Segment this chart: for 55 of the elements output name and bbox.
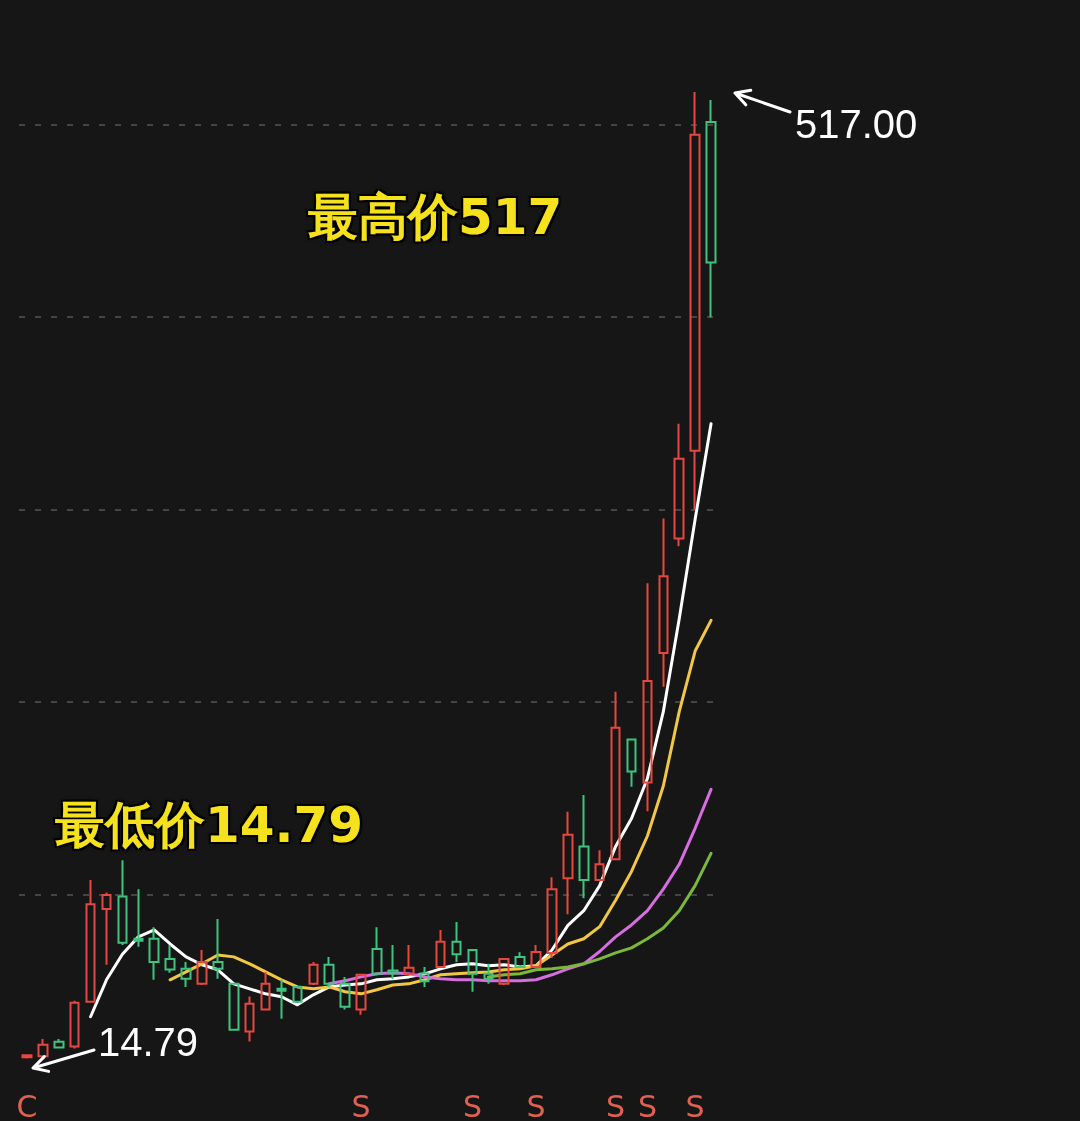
candlestick — [562, 810, 574, 916]
candlestick — [292, 985, 303, 1004]
x-tick-label: S — [462, 1088, 482, 1121]
candlestick — [658, 517, 669, 688]
candlestick — [387, 943, 399, 980]
candlestick — [276, 978, 287, 1020]
candlestick — [85, 879, 96, 1004]
candlestick — [610, 690, 621, 861]
candlestick — [228, 982, 240, 1031]
candlestick — [578, 794, 590, 900]
candlestick — [212, 917, 224, 980]
candlestick — [498, 958, 510, 986]
candlestick — [164, 943, 176, 974]
candlestick — [403, 943, 415, 977]
x-tick-label: S — [685, 1088, 705, 1121]
annotation: 14.79 — [98, 1020, 199, 1064]
x-tick-label: S — [637, 1088, 657, 1121]
x-tick-label: C — [16, 1088, 38, 1121]
candlestick — [308, 960, 319, 986]
candlestick — [435, 928, 446, 969]
candlestick — [594, 849, 605, 883]
candlestick — [69, 999, 80, 1050]
x-tick-label: S — [351, 1088, 371, 1121]
candlestick — [546, 876, 558, 960]
candlestick — [53, 1037, 65, 1049]
candlestick — [419, 965, 430, 988]
candlestick — [37, 1037, 49, 1058]
candlestick — [260, 970, 271, 1012]
annotation: 最低价14.79 — [55, 796, 364, 854]
candlestick — [514, 951, 526, 969]
candlestick — [483, 962, 494, 985]
x-tick-label: S — [606, 1088, 626, 1121]
candlestick — [133, 888, 144, 948]
candlestick — [180, 960, 192, 988]
candlestick — [467, 948, 478, 993]
candlestick — [689, 90, 701, 511]
candlestick — [196, 948, 208, 986]
candlestick — [451, 921, 462, 963]
candlestick — [323, 955, 335, 988]
candlestick — [148, 926, 160, 981]
candlestick — [371, 926, 383, 977]
candlestick — [117, 859, 128, 946]
candlestick — [626, 738, 637, 788]
candlestick — [355, 973, 367, 1016]
candlestick — [21, 1053, 33, 1060]
candlestick — [339, 975, 351, 1011]
candlestick — [705, 98, 717, 319]
x-tick-label: S — [526, 1088, 546, 1121]
text: 517.00 — [795, 102, 918, 146]
candlestick — [101, 891, 112, 966]
candlestick — [530, 943, 542, 969]
annotation: 最高价517 — [308, 188, 563, 246]
candlestick — [244, 995, 255, 1043]
candlestick — [642, 582, 653, 813]
candlestick — [673, 422, 685, 548]
